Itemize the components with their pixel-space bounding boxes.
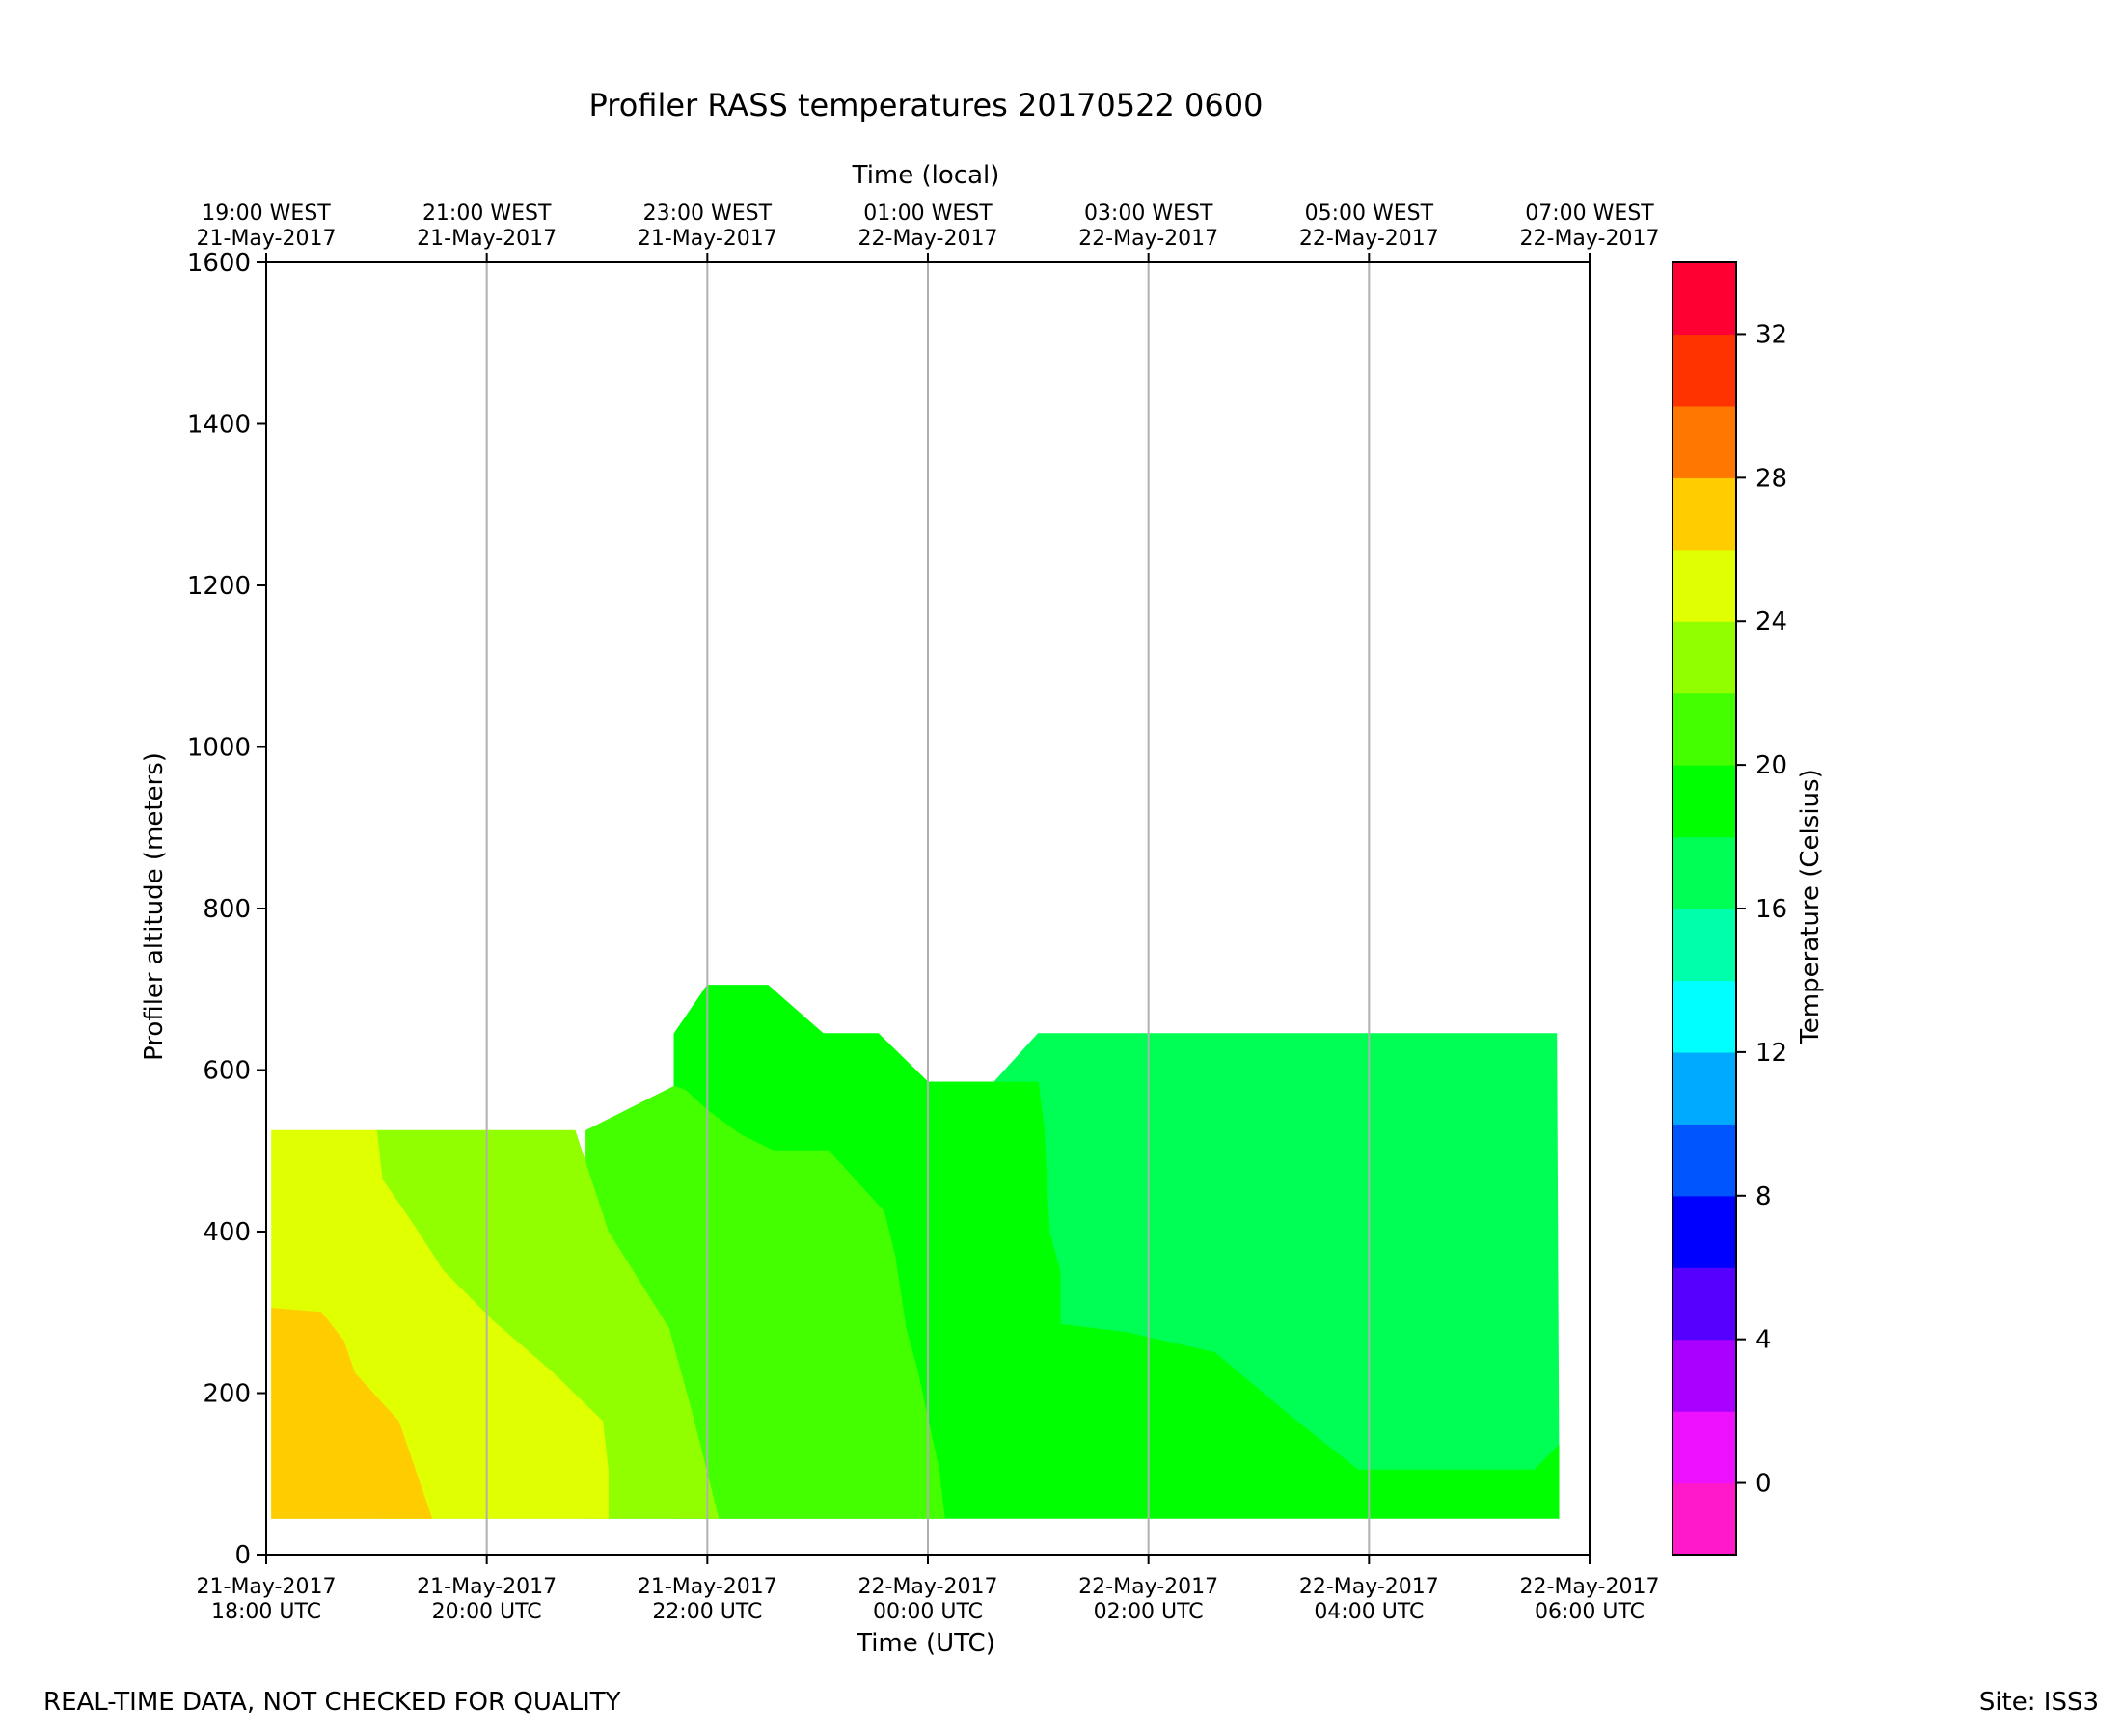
colorbar: 0 4 8 12 16 20 24 28 32 — [1672, 261, 1787, 1556]
x-tick-label-time: 18:00 UTC — [211, 1600, 321, 1624]
x-top-tick-label-date: 22-May-2017 — [1078, 227, 1218, 251]
x-tick-label-time: 20:00 UTC — [432, 1600, 542, 1624]
contour-region-28-30 — [271, 1308, 433, 1519]
x-tick-label-time: 02:00 UTC — [1094, 1600, 1204, 1624]
y-tick-label: 600 — [203, 1057, 251, 1086]
x-top-tick-label-time: 21:00 WEST — [422, 202, 552, 226]
x-tick-label-date: 21-May-2017 — [417, 1575, 557, 1599]
colorbar-band — [1673, 1124, 1736, 1197]
x-tick-label-time: 00:00 UTC — [873, 1600, 983, 1624]
x-top-tick-label-date: 22-May-2017 — [1520, 227, 1660, 251]
colorbar-band — [1673, 1339, 1736, 1412]
colorbar-band — [1673, 334, 1736, 407]
colorbar-tick-label: 28 — [1755, 464, 1787, 493]
colorbar-band — [1673, 405, 1736, 478]
x-top-tick-label-time: 05:00 WEST — [1305, 202, 1434, 226]
colorbar-tick-label: 32 — [1755, 320, 1787, 349]
x-top-tick-label-time: 23:00 WEST — [643, 202, 773, 226]
x-top-tick-label-time: 03:00 WEST — [1084, 202, 1213, 226]
y-tick-label: 200 — [203, 1380, 251, 1409]
x-tick-label-date: 22-May-2017 — [858, 1575, 998, 1599]
y-tick-label: 1400 — [187, 411, 251, 440]
colorbar-band — [1673, 549, 1736, 622]
x-top-tick-label-time: 07:00 WEST — [1525, 202, 1654, 226]
colorbar-band — [1673, 621, 1736, 694]
colorbar-band — [1673, 909, 1736, 982]
colorbar-tick-label: 4 — [1755, 1326, 1772, 1355]
colorbar-band — [1673, 980, 1736, 1053]
y-tick-label: 1200 — [187, 572, 251, 601]
y-axis-label: Profiler altitude (meters) — [140, 752, 169, 1061]
x-top-tick-label-date: 22-May-2017 — [1299, 227, 1439, 251]
site-label: Site: ISS3 — [1978, 1688, 2099, 1717]
y-tick-label: 1600 — [187, 249, 251, 278]
x-top-tick-label-date: 21-May-2017 — [638, 227, 777, 251]
y-tick-label: 400 — [203, 1218, 251, 1247]
y-tick-label: 1000 — [187, 734, 251, 763]
x-tick-label-date: 21-May-2017 — [197, 1575, 337, 1599]
y-tick-label: 800 — [203, 895, 251, 924]
colorbar-band — [1673, 836, 1736, 909]
colorbar-tick-label: 12 — [1755, 1039, 1787, 1068]
colorbar-band — [1673, 262, 1736, 336]
colorbar-tick-label: 0 — [1755, 1470, 1772, 1499]
top-axis-label: Time (local) — [852, 161, 1000, 190]
x-tick-label-date: 22-May-2017 — [1078, 1575, 1218, 1599]
x-tick-label-time: 22:00 UTC — [652, 1600, 762, 1624]
quality-disclaimer: REAL-TIME DATA, NOT CHECKED FOR QUALITY — [43, 1688, 621, 1717]
colorbar-band — [1673, 1411, 1736, 1484]
colorbar-tick-label: 16 — [1755, 895, 1787, 924]
x-tick-label-date: 22-May-2017 — [1299, 1575, 1439, 1599]
x-top-tick-label-time: 19:00 WEST — [202, 202, 331, 226]
x-top-tick-label-date: 21-May-2017 — [197, 227, 337, 251]
x-tick-label-time: 04:00 UTC — [1314, 1600, 1424, 1624]
colorbar-band — [1673, 1482, 1736, 1556]
colorbar-band — [1673, 1195, 1736, 1268]
x-tick-label-time: 06:00 UTC — [1535, 1600, 1645, 1624]
x-top-tick-label-time: 01:00 WEST — [863, 202, 993, 226]
colorbar-tick-label: 20 — [1755, 751, 1787, 780]
colorbar-band — [1673, 765, 1736, 838]
y-tick-label: 0 — [234, 1541, 251, 1570]
x-axis-label: Time (UTC) — [856, 1629, 995, 1658]
colorbar-label: Temperature (Celsius) — [1796, 769, 1825, 1044]
x-tick-label-date: 22-May-2017 — [1520, 1575, 1660, 1599]
colorbar-band — [1673, 1051, 1736, 1125]
colorbar-tick-label: 24 — [1755, 608, 1787, 637]
chart-title: Profiler RASS temperatures 20170522 0600 — [589, 87, 1264, 123]
x-top-tick-label-date: 21-May-2017 — [417, 227, 557, 251]
colorbar-band — [1673, 1267, 1736, 1341]
colorbar-band — [1673, 477, 1736, 551]
colorbar-band — [1673, 692, 1736, 766]
x-top-tick-label-date: 22-May-2017 — [858, 227, 998, 251]
colorbar-tick-label: 8 — [1755, 1182, 1772, 1211]
x-tick-label-date: 21-May-2017 — [638, 1575, 777, 1599]
